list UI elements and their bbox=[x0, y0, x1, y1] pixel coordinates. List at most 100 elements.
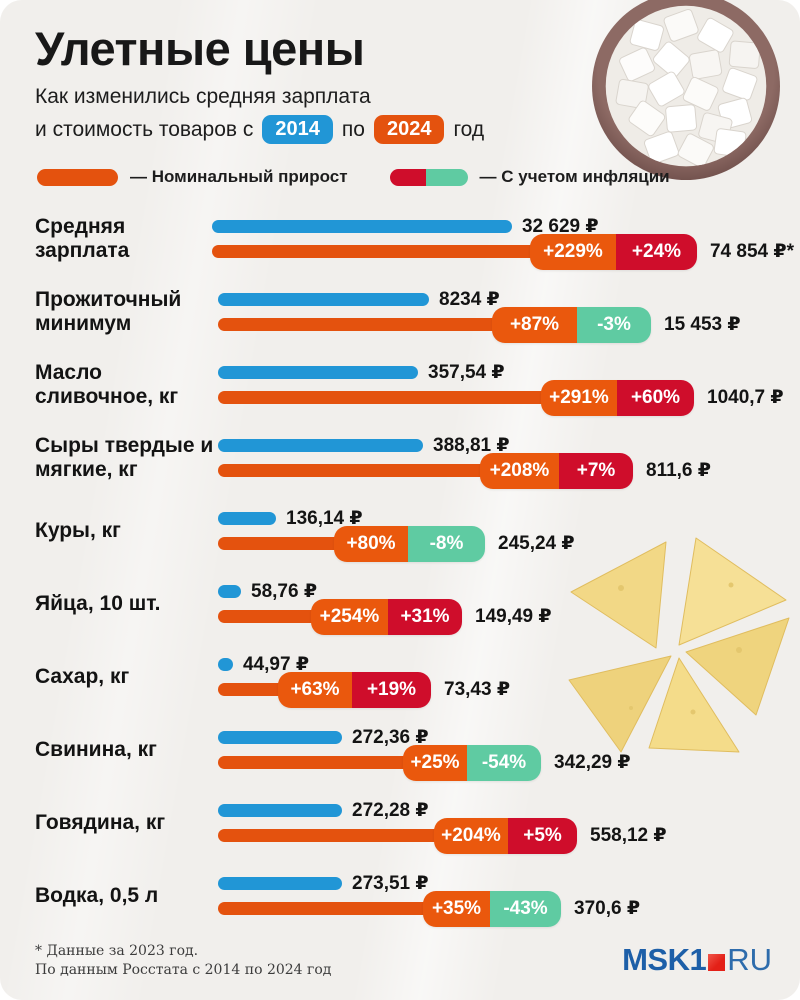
bar-2024 bbox=[218, 829, 448, 842]
subtitle-line1: Как изменились средняя зарплата bbox=[35, 85, 371, 109]
nominal-change-badge: +229% bbox=[529, 233, 616, 270]
bar-2014 bbox=[218, 658, 233, 671]
sugar-bowl-image bbox=[588, 0, 784, 187]
price-2024: 73,43 ₽ bbox=[444, 679, 511, 700]
real-change-badge: +5% bbox=[508, 817, 577, 854]
change-badges: +208% +7% bbox=[480, 452, 633, 489]
chart-row-min-wage: Прожиточный минимум 8234 ₽ +87% -3% 15 4… bbox=[35, 286, 794, 343]
row-label: Масло сливочное, кг bbox=[35, 361, 179, 408]
bar-2024 bbox=[218, 756, 417, 769]
cheese-wedges-icon bbox=[568, 537, 790, 753]
chart-row-butter: Масло сливочное, кг 357,54 ₽ +291% +60% … bbox=[35, 359, 794, 416]
footnote-line2: По данным Росстата с 2014 по 2024 год bbox=[35, 962, 332, 979]
change-badges: +80% -8% bbox=[334, 525, 485, 562]
row-bars: 273,51 ₽ +35% -43% 370,6 ₽ bbox=[218, 871, 794, 927]
price-2014: 388,81 ₽ bbox=[433, 435, 510, 456]
nominal-change-badge: +80% bbox=[334, 525, 408, 562]
logo-red-square-icon bbox=[708, 953, 726, 971]
bar-2024 bbox=[211, 245, 544, 258]
subtitle-line2: и стоимость товаров с 2014 по 2024 год bbox=[35, 115, 485, 145]
real-change-badge: -3% bbox=[577, 306, 651, 343]
row-label: Прожиточный минимум bbox=[35, 288, 182, 335]
logo-text-main: MSK1 bbox=[622, 942, 707, 977]
bar-2014 bbox=[218, 439, 423, 452]
header: Улетные цены Как изменились средняя зарп… bbox=[35, 22, 485, 145]
year-from-chip: 2014 bbox=[262, 115, 333, 145]
bar-2024 bbox=[218, 902, 437, 915]
price-2024: 811,6 ₽ bbox=[646, 460, 711, 481]
change-badges: +25% -54% bbox=[403, 744, 541, 781]
legend-inflation-label: — С учетом инфляции bbox=[479, 167, 670, 186]
change-badges: +87% -3% bbox=[492, 306, 651, 343]
price-2014: 136,14 ₽ bbox=[286, 508, 363, 529]
row-bars: 357,54 ₽ +291% +60% 1040,7 ₽ bbox=[218, 360, 794, 416]
price-2014: 44,97 ₽ bbox=[243, 654, 310, 675]
price-2014: 272,28 ₽ bbox=[352, 800, 429, 821]
bar-2014 bbox=[218, 512, 276, 525]
year-to-chip: 2024 bbox=[373, 115, 445, 145]
chart-row-cheese: Сыры твердые и мягкие, кг 388,81 ₽ +208%… bbox=[35, 432, 794, 489]
price-2024: 149,49 ₽ bbox=[475, 606, 552, 627]
chart-row-sugar: Сахар, кг 44,97 ₽ +63% +19% 73,43 ₽ bbox=[35, 651, 794, 708]
real-change-badge: +24% bbox=[615, 233, 697, 270]
nominal-change-badge: +204% bbox=[434, 817, 508, 854]
inflation-green-swatch bbox=[425, 168, 468, 186]
price-2014: 8234 ₽ bbox=[439, 289, 500, 310]
row-bars: 136,14 ₽ +80% -8% 245,24 ₽ bbox=[218, 506, 794, 562]
bar-2024 bbox=[218, 391, 555, 404]
change-badges: +229% +24% bbox=[529, 233, 697, 270]
bar-2014 bbox=[218, 366, 418, 379]
row-label: Сыры твердые и мягкие, кг bbox=[35, 434, 214, 481]
row-bars: 32 629 ₽ +229% +24% 74 854 ₽* bbox=[211, 214, 794, 270]
subtitle-suffix: год bbox=[453, 117, 485, 141]
bar-2014 bbox=[218, 293, 429, 306]
bar-2014 bbox=[218, 877, 342, 890]
real-change-badge: -43% bbox=[490, 890, 561, 927]
nominal-change-badge: +25% bbox=[403, 744, 467, 781]
legend-nominal-label: — Номинальный прирост bbox=[130, 167, 348, 186]
real-change-badge: +19% bbox=[352, 671, 431, 708]
price-2024: 342,29 ₽ bbox=[554, 752, 631, 773]
nominal-change-badge: +87% bbox=[492, 306, 577, 343]
row-label: Свинина, кг bbox=[35, 738, 157, 762]
subtitle-prefix: и стоимость товаров с bbox=[35, 117, 254, 141]
price-2024: 1040,7 ₽ bbox=[707, 387, 784, 408]
row-label: Сахар, кг bbox=[35, 665, 130, 689]
change-badges: +204% +5% bbox=[434, 817, 577, 854]
price-2024: 558,12 ₽ bbox=[590, 825, 667, 846]
inflation-color-swatch bbox=[389, 168, 468, 186]
price-2014: 357,54 ₽ bbox=[428, 362, 505, 383]
row-label: Средняя зарплата bbox=[35, 215, 130, 262]
chart-row-eggs: Яйца, 10 шт. 58,76 ₽ +254% +31% 149,49 ₽ bbox=[35, 578, 794, 635]
row-bars: 388,81 ₽ +208% +7% 811,6 ₽ bbox=[218, 433, 794, 489]
nominal-change-badge: +291% bbox=[541, 379, 617, 416]
bar-2024 bbox=[218, 683, 292, 696]
bar-2024 bbox=[218, 537, 348, 550]
row-label: Говядина, кг bbox=[35, 811, 166, 835]
price-2024: 370,6 ₽ bbox=[574, 898, 641, 919]
price-2014: 272,36 ₽ bbox=[352, 727, 429, 748]
row-label: Водка, 0,5 л bbox=[35, 884, 159, 908]
bar-2024 bbox=[218, 610, 325, 623]
chart-row-pork: Свинина, кг 272,36 ₽ +25% -54% 342,29 ₽ bbox=[35, 724, 794, 781]
bar-2014 bbox=[218, 585, 241, 598]
inflation-red-swatch bbox=[389, 168, 426, 186]
page-title: Улетные цены bbox=[35, 22, 365, 75]
bar-2014 bbox=[218, 804, 342, 817]
chart-row-vodka: Водка, 0,5 л 273,51 ₽ +35% -43% 370,6 ₽ bbox=[35, 870, 794, 927]
nominal-color-swatch bbox=[37, 168, 118, 186]
nominal-change-badge: +63% bbox=[278, 671, 352, 708]
footnote: * Данные за 2023 год. По данным Росстата… bbox=[35, 942, 331, 980]
real-change-badge: -8% bbox=[408, 525, 485, 562]
row-label: Куры, кг bbox=[35, 519, 121, 543]
change-badges: +35% -43% bbox=[423, 890, 561, 927]
legend-item-nominal: — Номинальный прирост bbox=[37, 167, 348, 187]
footnote-line1: * Данные за 2023 год. bbox=[35, 943, 199, 960]
price-2014: 32 629 ₽ bbox=[521, 216, 599, 237]
row-bars: 272,28 ₽ +204% +5% 558,12 ₽ bbox=[218, 798, 794, 854]
price-2024: 15 453 ₽ bbox=[664, 314, 741, 335]
legend: — Номинальный прирост — С учетом инфляци… bbox=[37, 167, 670, 187]
msk1ru-logo: MSK1 RU bbox=[622, 942, 772, 978]
price-2014: 273,51 ₽ bbox=[352, 873, 429, 894]
